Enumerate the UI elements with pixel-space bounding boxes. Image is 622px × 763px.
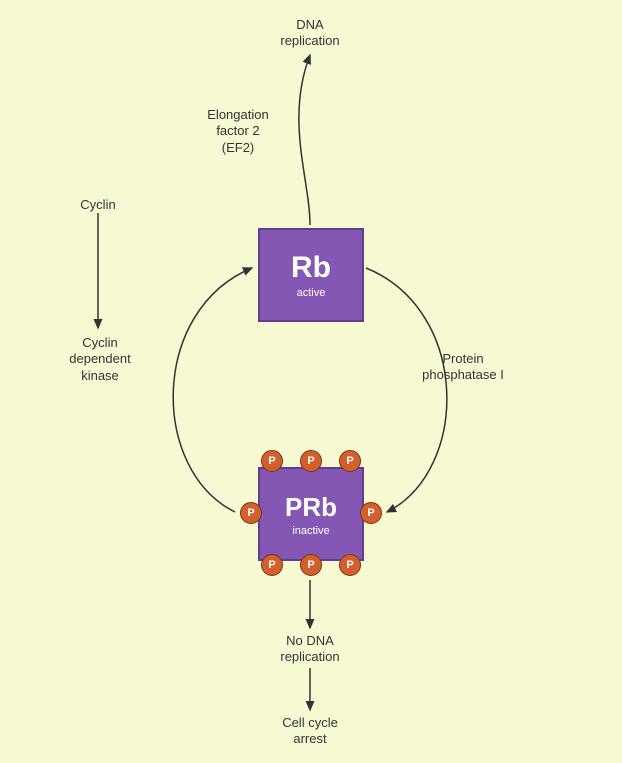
arrow-rb-to-dna — [299, 55, 310, 225]
phosphate-icon: P — [261, 450, 283, 472]
diagram-canvas: DNA replication Elongation factor 2 (EF2… — [0, 0, 622, 763]
phosphate-icon: P — [300, 554, 322, 576]
label-no-dna: No DNA replication — [260, 633, 360, 666]
phosphate-icon: P — [300, 450, 322, 472]
node-rb-active: Rb active — [258, 228, 364, 322]
label-cyclin: Cyclin — [68, 197, 128, 213]
arrow-rb-to-prb-right — [366, 268, 447, 512]
label-cell-cycle-arrest: Cell cycle arrest — [260, 715, 360, 748]
label-cdk: Cyclin dependent kinase — [60, 335, 140, 384]
node-prb-inactive: PRb inactive — [258, 467, 364, 561]
node-rb-label: Rb — [291, 251, 331, 285]
arrow-prb-to-rb-left — [173, 268, 252, 512]
phosphate-icon: P — [261, 554, 283, 576]
node-prb-label: PRb — [285, 492, 337, 523]
phosphate-icon: P — [360, 502, 382, 524]
label-ef2: Elongation factor 2 (EF2) — [193, 107, 283, 156]
phosphate-icon: P — [240, 502, 262, 524]
label-pp1: Protein phosphatase I — [408, 351, 518, 384]
phosphate-icon: P — [339, 450, 361, 472]
label-dna-replication: DNA replication — [260, 17, 360, 50]
node-rb-sublabel: active — [297, 287, 326, 299]
node-prb-sublabel: inactive — [292, 525, 329, 537]
phosphate-icon: P — [339, 554, 361, 576]
